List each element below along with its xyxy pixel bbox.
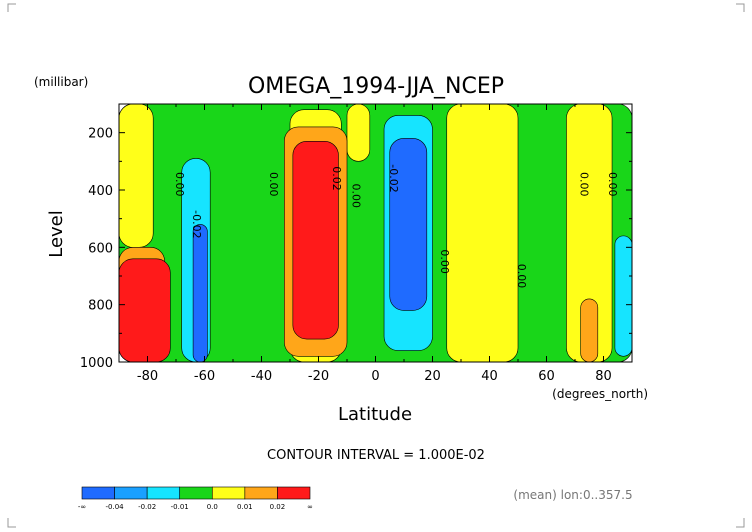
x-tick-label: -80 (137, 369, 158, 384)
colorbar-swatch (179, 486, 213, 500)
chart-title: OMEGA_1994-JJA_NCEP (248, 74, 504, 99)
colorbar-label: -0.02 (138, 503, 156, 511)
mean-note: (mean) lon:0..357.5 (513, 488, 632, 502)
contour-region-yellow (346, 103, 371, 162)
colorbar-label: 0.01 (237, 503, 253, 511)
contour-label: 0.00 (173, 172, 186, 197)
x-tick-label: -60 (194, 369, 215, 384)
colorbar-label: 0.02 (270, 503, 286, 511)
contour-region-yellow (118, 103, 154, 248)
colorbar-swatch (244, 486, 278, 500)
y-tick-label: 600 (88, 241, 113, 256)
x-tick-label: 40 (481, 369, 498, 384)
contour-label: 0.02 (330, 166, 343, 191)
contour-region-yellow (446, 103, 519, 363)
contour-label: 0.00 (267, 172, 280, 197)
contour-region-orange (580, 298, 599, 363)
y-units-label: (millibar) (34, 75, 88, 89)
x-axis-ticks: -80 -60 -40 -20 0 20 40 60 80 (118, 104, 633, 384)
colorbar-swatch (277, 486, 311, 500)
y-tick-label: 1000 (80, 356, 113, 371)
contour-label: 0.00 (515, 264, 528, 289)
contour-region-red (292, 140, 339, 340)
x-tick-label: -40 (251, 369, 272, 384)
contour-region-blue (389, 138, 428, 311)
corner-mark-bottom-right (736, 518, 745, 528)
contour-label: -0.02 (190, 210, 203, 238)
contour-label: 0.00 (606, 172, 619, 197)
y-tick-label: 200 (88, 127, 113, 142)
contour-interval-note: CONTOUR INTERVAL = 1.000E-02 (267, 448, 485, 463)
y-axis-label: Level (46, 210, 67, 258)
contour-fills (118, 103, 633, 363)
contour-label: 0.00 (350, 183, 363, 208)
colorbar-label: -0.04 (106, 503, 125, 511)
y-tick-label: 400 (88, 184, 113, 199)
colorbar-label: -0.01 (171, 503, 189, 511)
colorbar: -∞ -0.04 -0.02 -0.01 0.0 0.01 0.02 ∞ (78, 486, 313, 511)
y-tick-label: 800 (88, 299, 113, 314)
colorbar-label: ∞ (307, 503, 313, 511)
contour-label: -0.02 (387, 164, 400, 192)
colorbar-label: -∞ (78, 503, 86, 511)
colorbar-swatch (146, 486, 181, 500)
x-tick-label: -20 (308, 369, 329, 384)
x-tick-label: 80 (595, 369, 612, 384)
contour-region-blue (192, 224, 208, 363)
corner-mark-top-right (736, 3, 745, 12)
colorbar-swatch (114, 486, 148, 500)
colorbar-swatch (81, 486, 115, 500)
contour-region-cyan (614, 235, 633, 357)
x-axis-label: Latitude (338, 404, 412, 425)
x-tick-label: 60 (538, 369, 555, 384)
contour-region-red (118, 258, 171, 363)
contour-labels: 0.00 -0.02 0.00 0.02 0.00 -0.02 0.00 0.00 0.00 0.… (173, 164, 619, 288)
corner-mark-top-left (7, 3, 16, 12)
y-axis-ticks: 200 400 600 800 1000 (80, 103, 632, 371)
x-units-label: (degrees_north) (552, 387, 648, 401)
colorbar-swatch (211, 486, 246, 500)
colorbar-label: 0.0 (207, 503, 218, 511)
corner-mark-bottom-left (7, 518, 16, 528)
contour-label: 0.00 (578, 172, 591, 197)
contour-label: 0.00 (438, 249, 451, 274)
x-tick-label: 20 (424, 369, 441, 384)
x-tick-label: 0 (371, 369, 379, 384)
